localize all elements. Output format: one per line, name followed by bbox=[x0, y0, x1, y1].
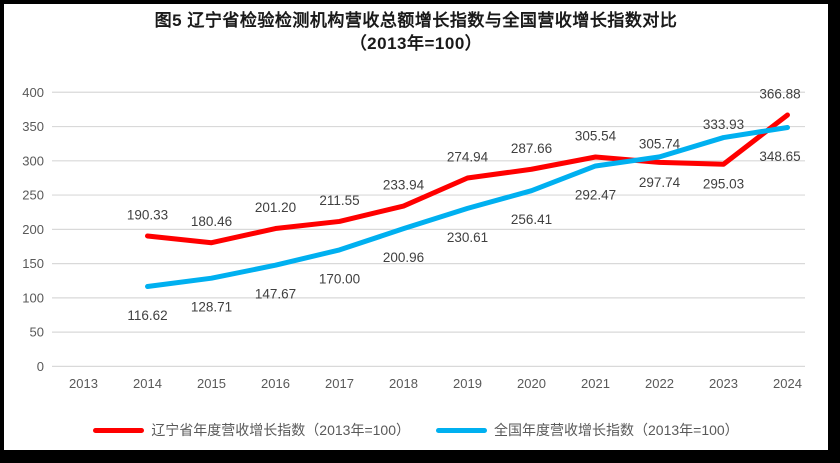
legend-item-national: 全国年度营收增长指数（2013年=100） bbox=[436, 420, 739, 440]
x-tick-label: 2013 bbox=[69, 376, 98, 391]
legend-item-liaoning: 辽宁省年度营收增长指数（2013年=100） bbox=[93, 420, 410, 440]
y-tick-label: 100 bbox=[22, 290, 44, 305]
y-tick-label: 300 bbox=[22, 153, 44, 168]
data-label: 348.65 bbox=[759, 149, 800, 164]
data-label: 190.33 bbox=[127, 207, 168, 222]
data-label: 305.74 bbox=[639, 136, 681, 151]
series-line-national bbox=[145, 124, 790, 289]
x-tick-label: 2017 bbox=[325, 376, 354, 391]
chart-title: 图5 辽宁省检验检测机构营收总额增长指数与全国营收增长指数对比 bbox=[154, 11, 678, 30]
data-label: 287.66 bbox=[511, 141, 552, 156]
legend-swatch-liaoning-icon bbox=[93, 427, 145, 433]
y-tick-label: 200 bbox=[22, 222, 44, 237]
series-line-liaoning bbox=[145, 112, 790, 246]
data-label: 201.20 bbox=[255, 200, 296, 215]
x-tick-label: 2021 bbox=[581, 376, 610, 391]
x-tick-label: 2023 bbox=[709, 376, 738, 391]
legend-label-liaoning: 辽宁省年度营收增长指数（2013年=100） bbox=[151, 422, 410, 438]
y-tick-label: 150 bbox=[22, 256, 44, 271]
legend-label-national: 全国年度营收增长指数（2013年=100） bbox=[494, 422, 739, 438]
data-label: 333.93 bbox=[703, 117, 744, 132]
legend-swatch-national-icon bbox=[436, 427, 487, 433]
data-label: 256.41 bbox=[511, 212, 552, 227]
x-tick-label: 2019 bbox=[453, 376, 482, 391]
x-tick-label: 2016 bbox=[261, 376, 290, 391]
data-label: 366.88 bbox=[759, 86, 800, 101]
x-tick-label: 2024 bbox=[773, 376, 802, 391]
data-label: 292.47 bbox=[575, 187, 616, 202]
chart-canvas: 图5 辽宁省检验检测机构营收总额增长指数与全国营收增长指数对比 （2013年=1… bbox=[4, 4, 828, 450]
chart-title-block: 图5 辽宁省检验检测机构营收总额增长指数与全国营收增长指数对比 （2013年=1… bbox=[4, 9, 828, 55]
chart-subtitle: （2013年=100） bbox=[349, 34, 483, 53]
data-label: 116.62 bbox=[127, 308, 167, 323]
data-label: 297.74 bbox=[639, 175, 681, 190]
data-label: 200.96 bbox=[383, 250, 424, 265]
x-tick-label: 2015 bbox=[197, 376, 226, 391]
data-label: 128.71 bbox=[191, 300, 232, 315]
data-label: 233.94 bbox=[383, 178, 425, 193]
x-tick-label: 2020 bbox=[517, 376, 546, 391]
x-tick-label: 2014 bbox=[133, 376, 162, 391]
data-label: 230.61 bbox=[447, 230, 488, 245]
data-label: 305.54 bbox=[575, 129, 617, 144]
data-label: 170.00 bbox=[319, 271, 360, 286]
y-tick-label: 0 bbox=[37, 359, 44, 374]
x-tick-label: 2018 bbox=[389, 376, 418, 391]
data-label: 295.03 bbox=[703, 177, 744, 192]
data-label: 274.94 bbox=[447, 149, 489, 164]
y-tick-label: 250 bbox=[22, 188, 44, 203]
y-tick-label: 400 bbox=[22, 85, 44, 100]
data-label: 211.55 bbox=[319, 193, 359, 208]
y-tick-label: 50 bbox=[30, 325, 44, 340]
y-tick-label: 350 bbox=[22, 119, 44, 134]
data-label: 147.67 bbox=[255, 287, 296, 302]
chart-legend: 辽宁省年度营收增长指数（2013年=100） 全国年度营收增长指数（2013年=… bbox=[4, 420, 828, 440]
x-tick-label: 2022 bbox=[645, 376, 674, 391]
line-chart-plot: 0 50 100 150 200 250 300 350 400 2013 2014 2015 2016… bbox=[22, 85, 805, 391]
data-label: 180.46 bbox=[191, 214, 232, 229]
